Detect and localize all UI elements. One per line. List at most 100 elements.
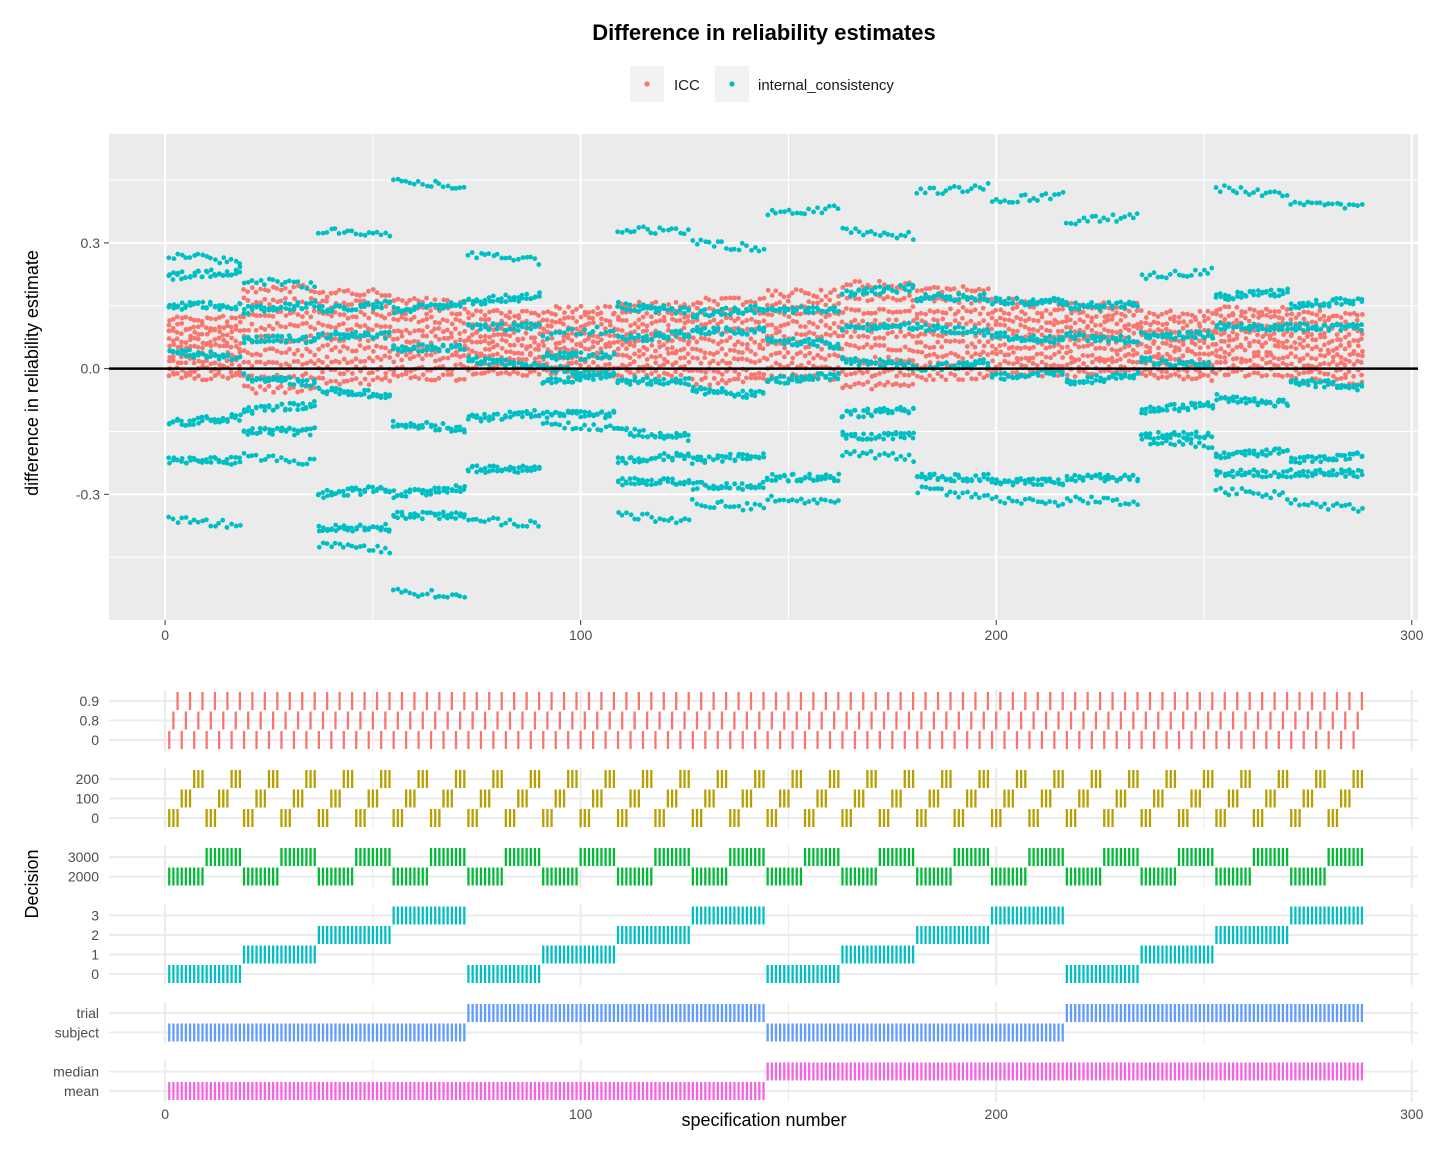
icc-point — [1272, 372, 1278, 378]
icc-point — [1330, 348, 1336, 353]
icc-point — [810, 300, 816, 306]
icc-point — [1098, 322, 1103, 328]
icc-point — [312, 289, 318, 295]
internal-consistency-point — [853, 226, 858, 232]
icc-point — [1176, 338, 1182, 344]
icc-point — [681, 325, 687, 331]
icc-point — [893, 317, 899, 323]
icc-point — [324, 294, 330, 300]
icc-point — [465, 310, 471, 316]
icc-point — [408, 368, 414, 374]
internal-consistency-point — [474, 463, 480, 469]
icc-point — [516, 313, 522, 318]
internal-consistency-point — [433, 178, 438, 184]
internal-consistency-point — [927, 327, 933, 333]
icc-point — [789, 290, 795, 296]
icc-point — [615, 327, 621, 333]
icc-point — [927, 345, 933, 351]
internal-consistency-point — [308, 383, 314, 389]
internal-consistency-point — [686, 375, 692, 381]
icc-point — [590, 360, 596, 365]
icc-point — [756, 370, 762, 376]
internal-consistency-point — [474, 469, 480, 475]
internal-consistency-point — [524, 411, 530, 417]
icc-point — [964, 344, 970, 349]
internal-consistency-point — [652, 455, 658, 461]
internal-consistency-point — [681, 231, 687, 237]
internal-consistency-point — [320, 525, 326, 531]
internal-consistency-point — [774, 375, 779, 381]
internal-consistency-point — [519, 414, 525, 420]
icc-point — [1205, 308, 1211, 314]
icc-point — [669, 373, 675, 379]
icc-point — [1284, 345, 1289, 350]
internal-consistency-point — [299, 305, 305, 311]
icc-point — [1143, 315, 1149, 320]
icc-point — [590, 309, 596, 315]
internal-consistency-point — [254, 334, 260, 340]
internal-consistency-point — [736, 247, 742, 253]
icc-point — [856, 296, 862, 302]
icc-point — [473, 350, 479, 356]
icc-point — [998, 307, 1004, 313]
icc-point — [806, 360, 812, 366]
internal-consistency-point — [985, 471, 991, 477]
icc-point — [760, 346, 766, 352]
internal-consistency-point — [429, 422, 434, 428]
internal-consistency-point — [981, 493, 987, 499]
icc-point — [1184, 323, 1190, 328]
internal-consistency-point — [673, 520, 679, 526]
icc-point — [831, 321, 837, 326]
internal-consistency-point — [237, 459, 243, 465]
icc-point — [1164, 375, 1170, 380]
internal-consistency-point — [362, 487, 367, 493]
internal-consistency-point — [478, 361, 484, 367]
internal-consistency-point — [299, 336, 305, 342]
internal-consistency-point — [831, 476, 837, 481]
internal-consistency-point — [981, 333, 987, 338]
internal-consistency-point — [890, 431, 895, 437]
icc-point — [366, 355, 372, 361]
icc-point — [353, 348, 359, 354]
internal-consistency-point — [877, 406, 883, 412]
icc-point — [943, 377, 949, 383]
icc-point — [457, 376, 462, 382]
icc-point — [931, 284, 937, 290]
internal-consistency-point — [349, 228, 355, 234]
internal-consistency-point — [797, 378, 803, 384]
icc-point — [1322, 353, 1328, 359]
internal-consistency-point — [436, 485, 442, 491]
internal-consistency-point — [453, 428, 459, 434]
icc-point — [690, 355, 696, 361]
internal-consistency-point — [179, 347, 185, 353]
icc-point — [192, 369, 197, 375]
icc-point — [187, 372, 193, 378]
icc-point — [519, 308, 525, 314]
icc-point — [1255, 353, 1261, 359]
internal-consistency-point — [939, 486, 944, 492]
internal-consistency-point — [224, 417, 230, 422]
icc-point — [1296, 311, 1302, 317]
icc-point — [1309, 311, 1315, 317]
icc-point — [1168, 308, 1173, 314]
icc-point — [914, 288, 920, 294]
icc-point — [582, 346, 588, 352]
internal-consistency-point — [221, 255, 227, 261]
internal-consistency-point — [287, 407, 293, 412]
icc-point — [1152, 372, 1157, 378]
internal-consistency-point — [744, 332, 750, 337]
icc-point — [1275, 339, 1281, 345]
icc-point — [1230, 369, 1236, 374]
internal-consistency-point — [324, 487, 330, 493]
internal-consistency-point — [873, 361, 878, 366]
internal-consistency-point — [627, 302, 633, 308]
icc-point — [1089, 359, 1095, 365]
icc-point — [188, 333, 193, 339]
internal-consistency-point — [948, 330, 954, 336]
internal-consistency-point — [756, 454, 762, 460]
internal-consistency-point — [1010, 480, 1016, 486]
icc-point — [1164, 321, 1170, 327]
icc-point — [220, 313, 226, 319]
internal-consistency-point — [889, 232, 895, 238]
icc-point — [457, 311, 463, 317]
